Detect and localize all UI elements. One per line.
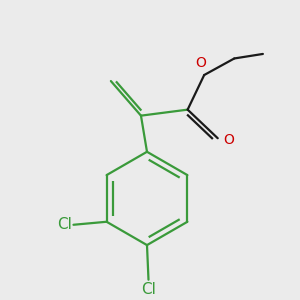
Text: O: O xyxy=(195,56,206,70)
Text: Cl: Cl xyxy=(57,217,72,232)
Text: O: O xyxy=(223,133,234,147)
Text: Cl: Cl xyxy=(141,282,156,297)
